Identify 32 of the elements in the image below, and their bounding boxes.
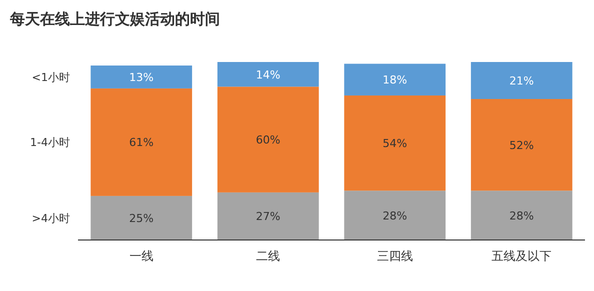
bar bbox=[217, 86, 319, 192]
x-tick-label: 一线 bbox=[129, 249, 154, 263]
bar bbox=[217, 192, 319, 240]
bar bbox=[90, 66, 192, 88]
x-tick-label: 五线及以下 bbox=[492, 249, 552, 263]
data-label: 52% bbox=[509, 138, 534, 152]
x-tick-label: 三四线 bbox=[376, 249, 413, 263]
bar bbox=[470, 99, 572, 191]
data-label: 21% bbox=[509, 74, 534, 88]
bar bbox=[344, 95, 446, 191]
data-label: 25% bbox=[129, 212, 154, 225]
series-label: 1-4小时 bbox=[30, 136, 70, 150]
bar bbox=[217, 62, 319, 87]
data-label: 27% bbox=[256, 210, 280, 224]
series-label: <1小时 bbox=[32, 70, 70, 84]
bar bbox=[344, 190, 446, 240]
data-label: 28% bbox=[509, 209, 534, 222]
data-label: 14% bbox=[256, 68, 280, 82]
x-tick-label: 二线 bbox=[256, 249, 280, 263]
data-label: 60% bbox=[256, 134, 280, 147]
bar bbox=[344, 64, 446, 96]
series-label: >4小时 bbox=[32, 212, 70, 225]
data-label: 54% bbox=[382, 137, 408, 150]
data-label: 18% bbox=[382, 74, 408, 87]
bar bbox=[90, 88, 192, 196]
bar bbox=[470, 62, 572, 100]
bar bbox=[470, 190, 572, 240]
data-label: 61% bbox=[129, 136, 154, 150]
chart-title: 每天在线上进行文娱活动的时间 bbox=[9, 10, 220, 28]
data-label: 13% bbox=[129, 70, 154, 84]
data-label: 28% bbox=[382, 209, 408, 222]
bar bbox=[90, 196, 192, 240]
